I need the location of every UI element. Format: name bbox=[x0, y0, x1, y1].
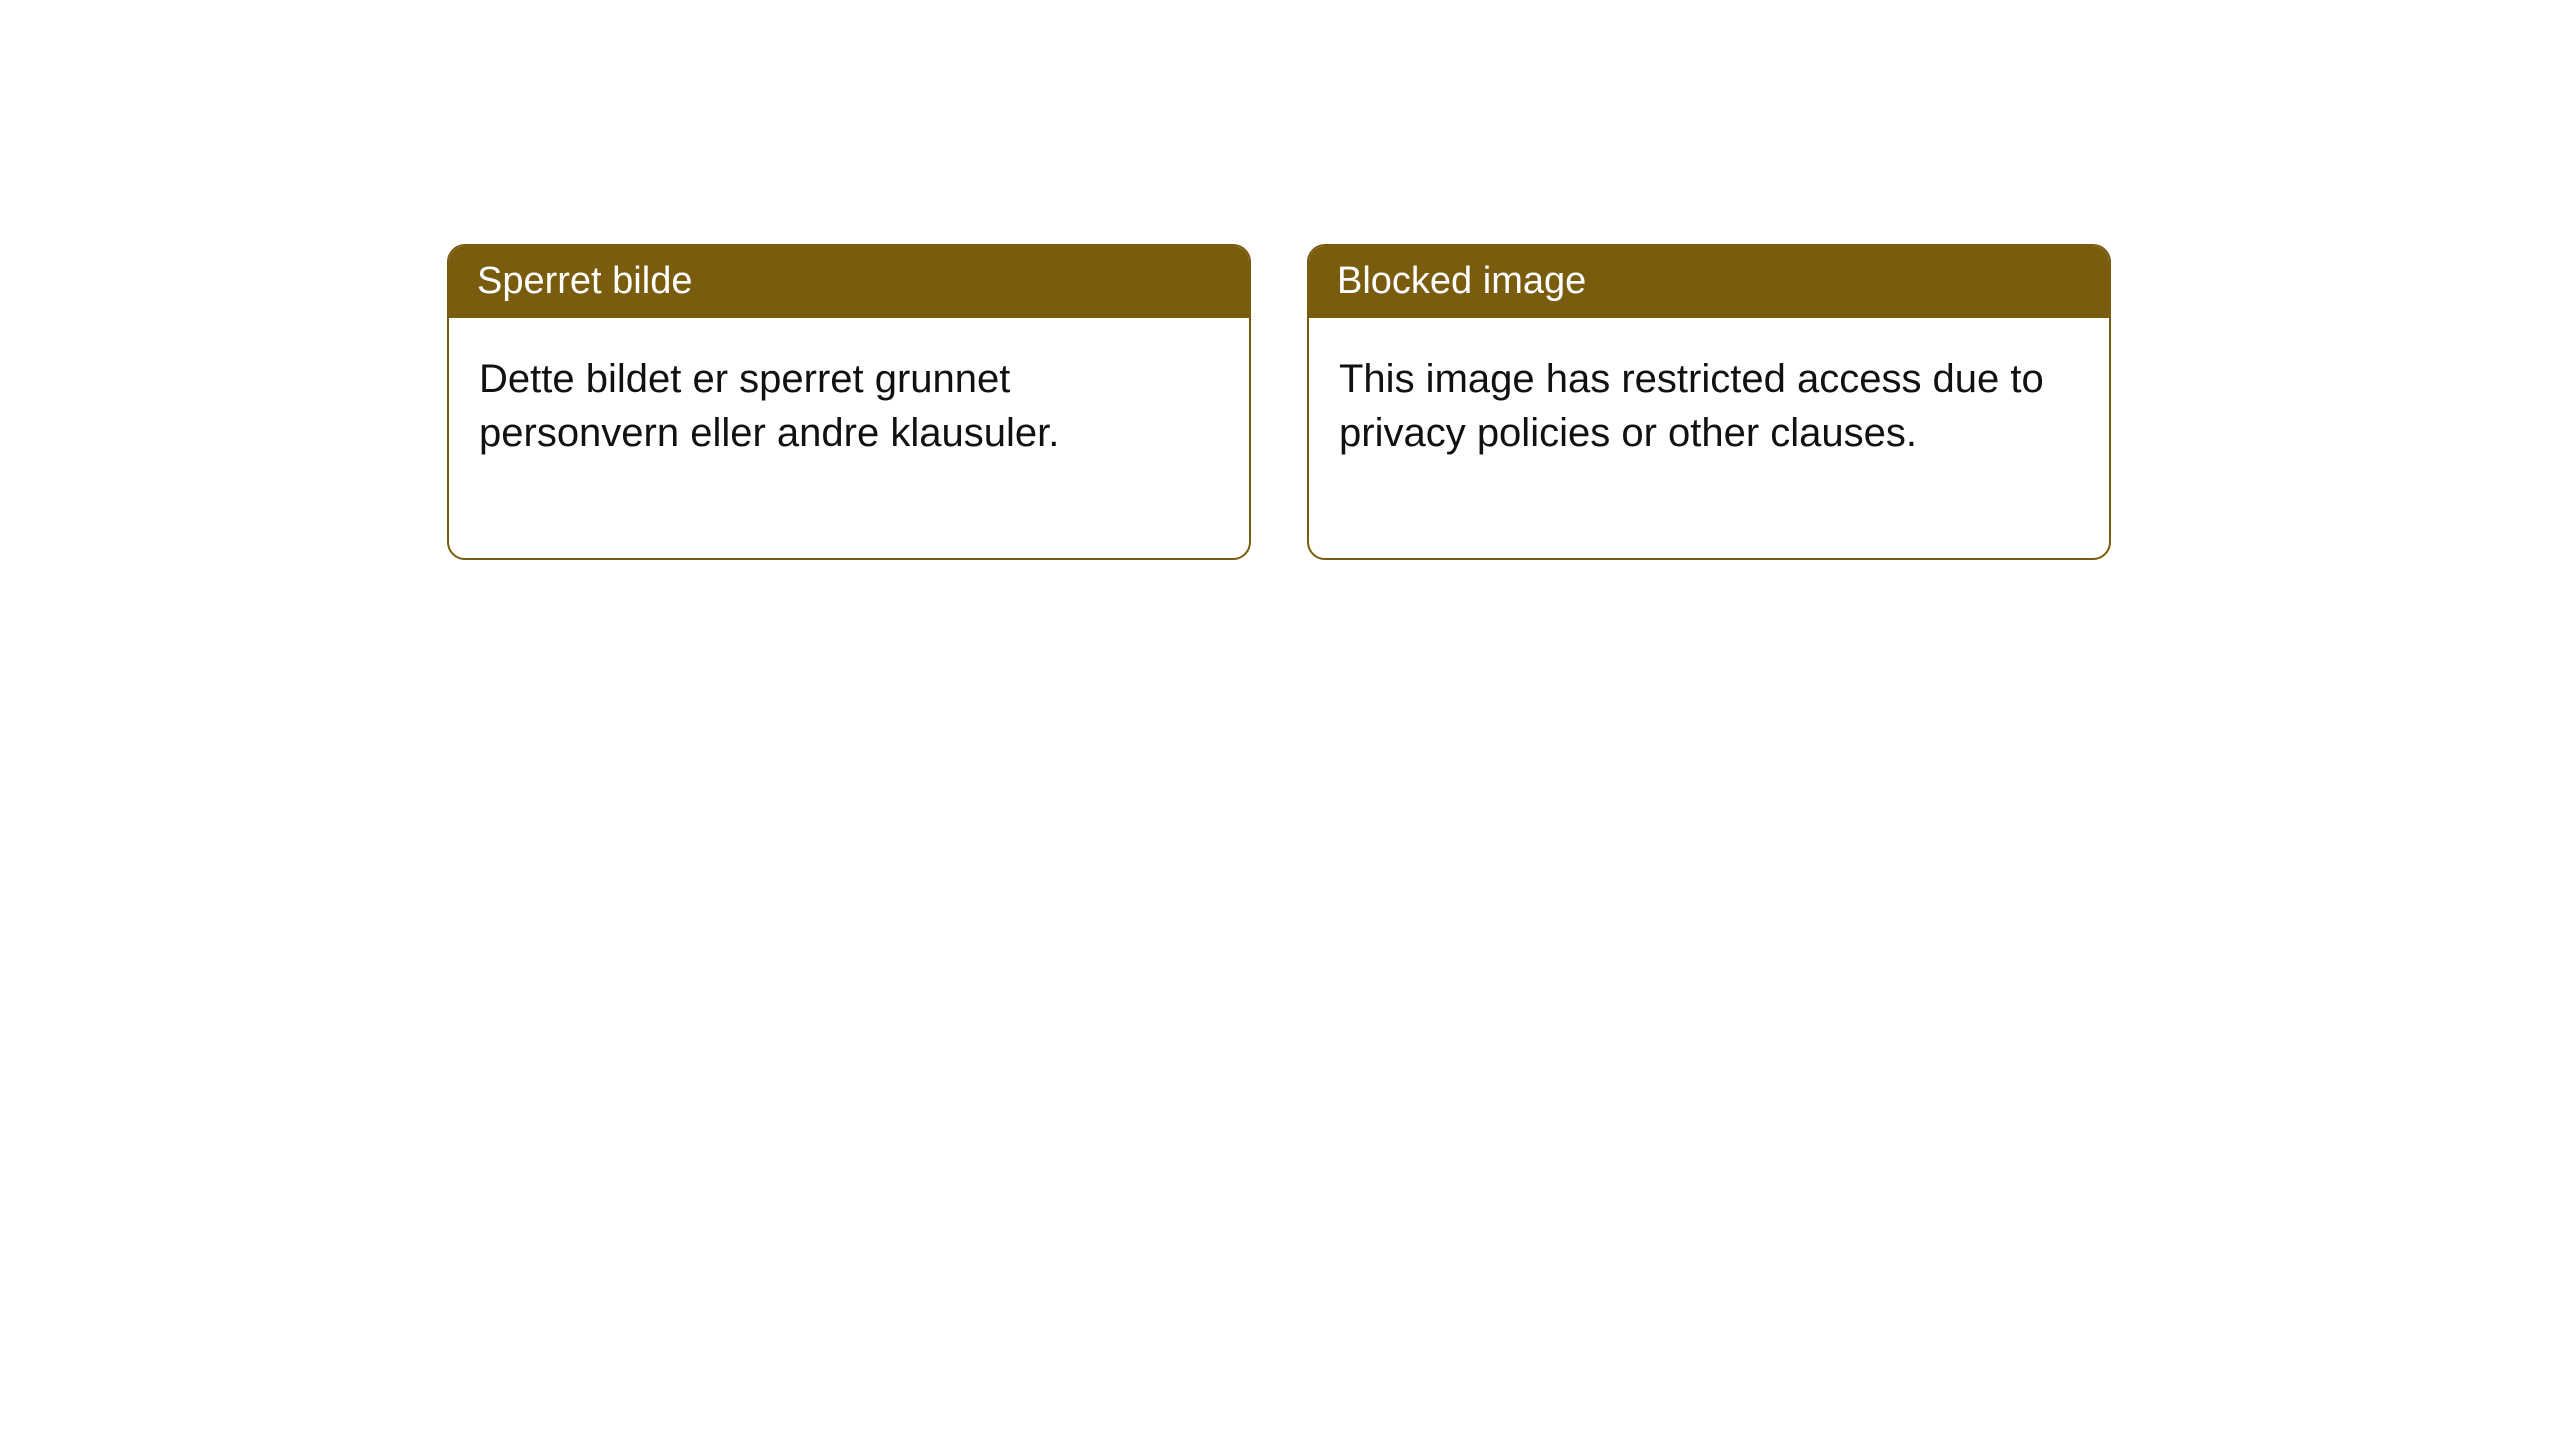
notice-container: Sperret bilde Dette bildet er sperret gr… bbox=[447, 244, 2111, 560]
notice-card-body-no: Dette bildet er sperret grunnet personve… bbox=[449, 318, 1249, 558]
notice-card-header-no: Sperret bilde bbox=[449, 246, 1249, 318]
notice-card-en: Blocked image This image has restricted … bbox=[1307, 244, 2111, 560]
notice-card-body-en: This image has restricted access due to … bbox=[1309, 318, 2109, 558]
notice-card-no: Sperret bilde Dette bildet er sperret gr… bbox=[447, 244, 1251, 560]
notice-card-header-en: Blocked image bbox=[1309, 246, 2109, 318]
